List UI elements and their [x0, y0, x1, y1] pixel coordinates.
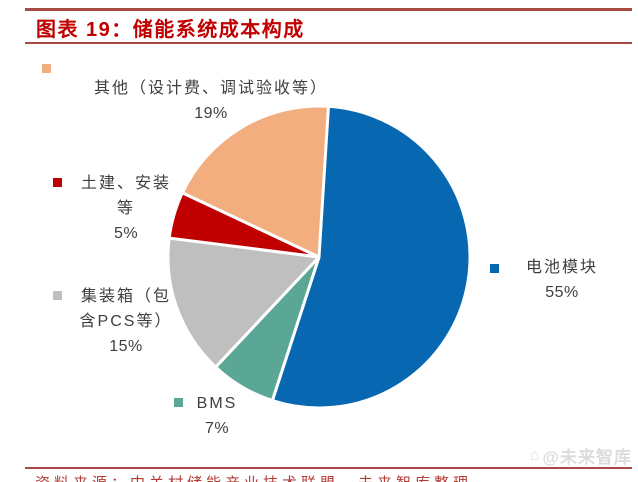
legend-marker-other-icon [42, 64, 51, 73]
legend-marker-civil-icon [53, 178, 62, 187]
legend-pct-container: 15% [109, 338, 143, 355]
watermark: ⌂ @未来智库 [530, 443, 632, 468]
legend-label-civil-line2: 等 [116, 200, 135, 217]
figure-title: 图表 19：储能系统成本构成 [36, 19, 305, 41]
source-caption-clip: 资料来源：中关村储能产业技术联盟，未来智库整理 [35, 472, 638, 482]
legend-label-civil: 土建、安装 [80, 175, 171, 192]
legend-item-battery-module: 电池模块 55% [490, 255, 620, 305]
legend-label-bms: BMS [196, 395, 238, 412]
pie-slice-2 [166, 236, 321, 369]
header-top-rule [25, 8, 632, 11]
title-underline-rule [25, 42, 632, 44]
legend-pct-battery: 55% [545, 284, 579, 301]
legend-label-battery: 电池模块 [525, 259, 598, 276]
legend-item-container-pcs: 集装箱（包 含PCS等） 15% [53, 284, 193, 359]
source-caption: 资料来源：中关村储能产业技术联盟，未来智库整理 [35, 472, 638, 482]
legend-pct-bms: 7% [204, 420, 230, 437]
legend-marker-battery-icon [490, 264, 499, 273]
watermark-handle: @未来智库 [542, 448, 632, 467]
legend-label-other: 其他（设计费、调试验收等） [93, 80, 328, 97]
legend-label-container: 集装箱（包 [80, 288, 171, 305]
legend-pct-other: 19% [194, 105, 228, 122]
legend-item-civil-install: 土建、安装 等 5% [53, 171, 193, 246]
pie-slice-4 [180, 104, 330, 259]
legend-label-container-line2: 含PCS等） [79, 313, 173, 330]
think-tank-seal-icon: ⌂ [529, 446, 541, 464]
legend-marker-container-icon [53, 291, 62, 300]
footer-rule [25, 467, 632, 469]
legend-pct-civil: 5% [113, 225, 139, 242]
legend-item-bms: BMS 7% [174, 391, 254, 441]
legend-item-other: 其他（设计费、调试验收等） 19% [42, 62, 352, 126]
legend-marker-bms-icon [174, 398, 183, 407]
